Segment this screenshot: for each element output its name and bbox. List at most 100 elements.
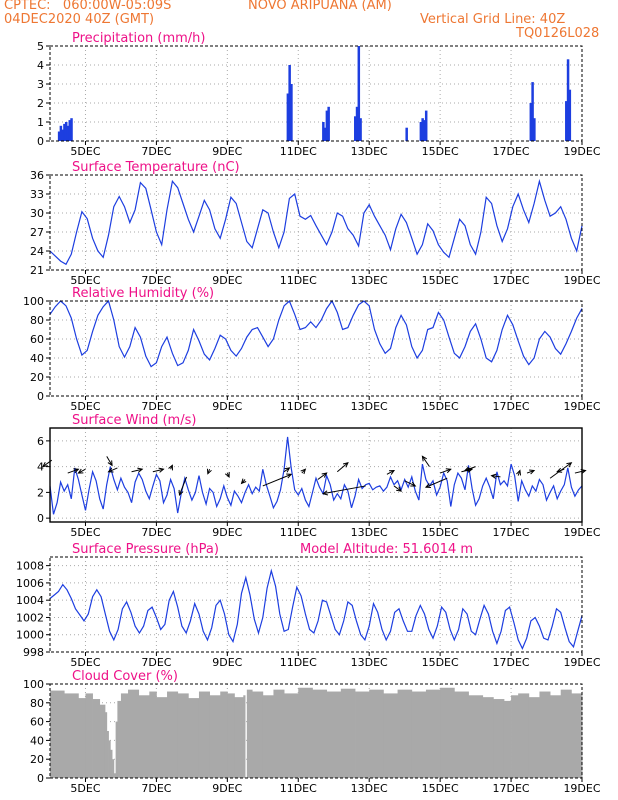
- cloud-bar: [112, 759, 115, 778]
- x-tick-label: 7DEC: [141, 656, 171, 669]
- y-tick-label: 20: [30, 371, 44, 384]
- wind-arrow-head: [463, 466, 470, 472]
- wind-arrow-head: [424, 483, 431, 488]
- cloud-bar: [397, 689, 413, 778]
- precip-bar: [421, 118, 424, 141]
- cloud-bar: [493, 699, 505, 778]
- precip-bar: [354, 116, 357, 141]
- x-tick-label: 17DEC: [493, 782, 530, 795]
- cloud-bar: [120, 693, 129, 778]
- y-tick-label: 3: [37, 78, 44, 91]
- cloud-bar: [326, 691, 342, 778]
- pres-line: [49, 568, 583, 650]
- precip-bar: [323, 127, 327, 141]
- wind-arrow-shaft: [425, 477, 448, 488]
- y-tick-label: 40: [30, 734, 44, 747]
- wind-arrow: [262, 473, 293, 487]
- precip-bar: [57, 131, 61, 141]
- header-line1-left: CPTEC: 060:00W-05:09S: [4, 0, 172, 13]
- x-tick-label: 7DEC: [141, 145, 171, 158]
- y-tick-label: 60: [30, 333, 44, 346]
- wind-arrow: [404, 480, 417, 487]
- y-tick-label: 4: [37, 461, 44, 474]
- wind-arrow-shaft: [439, 468, 451, 474]
- cloud-bar: [104, 712, 108, 778]
- cloud-bar: [156, 697, 168, 778]
- wind-arrow-shaft: [421, 456, 430, 467]
- precip-bar: [533, 118, 536, 141]
- rh-line: [49, 299, 583, 368]
- wind-arrow-shaft: [464, 466, 476, 471]
- cloud-bar: [518, 693, 530, 778]
- y-tick-label: 0: [37, 772, 44, 785]
- panel-title: Precipitation (mm/h): [72, 31, 205, 46]
- wind-arrow-head: [224, 471, 230, 478]
- panel-cloud: 0 20 40 60 80 100 5DEC 7DEC 9DEC 11DEC 13DEC 15DEC 1…: [23, 669, 601, 795]
- wind-arrow: [321, 485, 366, 496]
- wind-arrow-head: [300, 468, 307, 475]
- cloud-bar: [454, 691, 469, 778]
- x-tick-label: 11DEC: [280, 526, 317, 539]
- cloud-bar: [503, 700, 512, 778]
- x-tick-label: 11DEC: [280, 656, 317, 669]
- panel-frame: [49, 300, 583, 397]
- cloud-bar: [85, 693, 93, 778]
- x-tick-label: 13DEC: [351, 400, 388, 413]
- x-tick-label: 9DEC: [212, 782, 242, 795]
- x-tick-label: 11DEC: [280, 782, 317, 795]
- y-tick-label: 24: [30, 245, 44, 258]
- x-tick-label: 13DEC: [351, 526, 388, 539]
- wind-arrow-head: [321, 472, 328, 478]
- wind-arrow-head: [556, 467, 563, 473]
- y-tick-label: 30: [30, 207, 44, 220]
- cloud-bar: [468, 695, 484, 778]
- x-tick-label: 17DEC: [493, 274, 530, 287]
- wind-arrow-shaft: [262, 473, 292, 487]
- header-run-date: 04DEC2020 40Z (GMT): [4, 12, 155, 27]
- wind-arrow-head: [158, 467, 165, 473]
- wind-arrow-shaft: [131, 468, 143, 473]
- y-tick-label: 60: [30, 716, 44, 729]
- wind-arrow: [556, 467, 565, 473]
- precip-bar: [61, 129, 64, 141]
- x-tick-label: 19DEC: [563, 400, 600, 413]
- wind-arrow-head: [206, 468, 212, 475]
- cloud-bar: [167, 691, 179, 778]
- cloud-bar: [92, 699, 101, 778]
- cloud-bar: [234, 697, 244, 778]
- x-tick-label: 19DEC: [563, 526, 600, 539]
- y-tick-label: 36: [30, 169, 44, 182]
- y-tick-label: 80: [30, 314, 44, 327]
- cloud-bar: [220, 691, 228, 778]
- x-tick-label: 19DEC: [563, 274, 600, 287]
- wind-arrow-head: [41, 461, 48, 468]
- panel-frame: [49, 174, 583, 271]
- wind-arrow: [206, 468, 212, 475]
- wind-arrow-shaft: [557, 468, 565, 473]
- x-tick-label: 15DEC: [422, 526, 459, 539]
- cloud-bar: [243, 695, 246, 778]
- wind-arrow-head: [286, 473, 293, 479]
- panel-frame: [49, 45, 583, 142]
- x-tick-label: 5DEC: [70, 400, 100, 413]
- y-tick-label: 100: [23, 678, 44, 691]
- wind-arrow-shaft: [574, 470, 586, 474]
- wind-arrow: [168, 464, 173, 471]
- cloud-bar: [64, 693, 79, 778]
- y-tick-label: 0: [37, 390, 44, 403]
- x-tick-label: 9DEC: [212, 400, 242, 413]
- wind-arrow: [131, 467, 144, 473]
- cloud-bar: [113, 773, 117, 778]
- x-tick-label: 13DEC: [351, 656, 388, 669]
- y-tick-label: 0: [37, 135, 44, 148]
- panel-title: Surface Temperature (nC): [72, 160, 240, 175]
- precip-bar: [290, 84, 293, 141]
- cloud-bar: [528, 697, 540, 778]
- wind-arrow-shaft: [106, 456, 113, 466]
- wind-arrow-head: [73, 468, 80, 474]
- cloud-bar: [227, 693, 235, 778]
- wind-arrow: [574, 468, 587, 475]
- wind-arrow: [393, 485, 403, 492]
- y-tick-label: 21: [30, 264, 44, 277]
- header-code: TQ0126L028: [516, 26, 600, 41]
